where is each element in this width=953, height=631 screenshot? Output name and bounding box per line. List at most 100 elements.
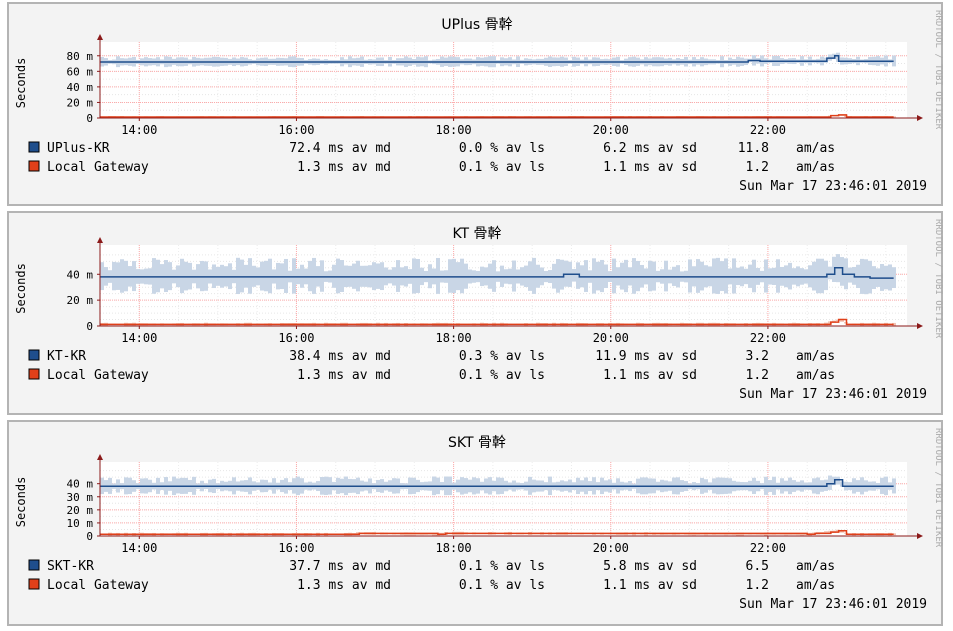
smoke-cell (828, 266, 832, 280)
smoke-cell (428, 533, 432, 535)
x-tick-label: 14:00 (121, 541, 157, 555)
smoke-cell (696, 259, 700, 293)
plot-area (100, 42, 907, 118)
legend-sd: 5.8 ms av sd (603, 559, 697, 574)
smoke-cell (652, 261, 656, 291)
smoke-cell (784, 533, 788, 536)
x-tick-label: 22:00 (750, 123, 786, 137)
rrdtool-watermark: RRDTOOL / TOBI OETIKER (933, 428, 943, 548)
y-tick-label: 0 (86, 320, 93, 333)
chart-title: SKT 骨幹 (448, 434, 506, 451)
legend-unit: am/as (796, 160, 835, 175)
smoke-cell (560, 259, 564, 290)
y-tick-label: 20 m (67, 294, 94, 307)
x-tick-label: 22:00 (750, 331, 786, 345)
rrdtool-watermark: RRDTOOL / TOBI OETIKER (933, 10, 943, 130)
legend-swatch (28, 160, 40, 172)
x-tick-label: 16:00 (278, 123, 314, 137)
smoke-cell (824, 531, 828, 534)
smoke-cell (712, 258, 716, 294)
smoke-cell (720, 261, 724, 292)
legend-name: UPlus-KR (47, 141, 110, 156)
smoke-cell (820, 258, 824, 294)
legend-swatch (28, 368, 40, 380)
legend-name: Local Gateway (47, 160, 149, 175)
smoke-cell (612, 258, 616, 294)
x-tick-label: 16:00 (278, 541, 314, 555)
y-tick-label: 40 m (67, 478, 94, 491)
legend-avg: 37.7 ms av md (289, 559, 391, 574)
smoke-cell (776, 259, 780, 293)
chart-title: KT 骨幹 (452, 225, 501, 242)
y-axis-label: Seconds (14, 58, 28, 109)
smoke-cell (268, 258, 272, 294)
smoke-cell (632, 258, 636, 294)
smoke-cell (828, 115, 832, 117)
timestamp: Sun Mar 17 23:46:01 2019 (739, 387, 927, 402)
legend-loss: 0.3 % av ls (459, 349, 545, 364)
smoke-cell (572, 269, 576, 282)
smoke-cell (824, 479, 828, 491)
smoke-cell (180, 258, 184, 294)
smoke-cell (752, 533, 756, 535)
legend-swatch (28, 559, 40, 571)
legend-amas: 11.8 (738, 141, 769, 156)
plot-area (100, 462, 907, 536)
smoke-cell (184, 261, 188, 291)
smoke-cell (776, 533, 780, 535)
smoke-cell (768, 533, 772, 535)
smoke-cell (528, 261, 532, 291)
smoke-cell (664, 260, 668, 292)
y-tick-label: 40 m (67, 81, 94, 94)
y-tick-label: 0 (86, 112, 93, 125)
smoke-cell (772, 533, 776, 535)
legend-amas: 1.2 (746, 368, 769, 383)
x-tick-label: 20:00 (593, 541, 629, 555)
chart-panel-kt: 0 20 m 40 m 14:00 16:00 18:00 20:00 22:00 KT 骨幹 S… (7, 211, 943, 415)
y-tick-label: 20 m (67, 504, 94, 517)
smoke-cell (828, 530, 832, 534)
x-tick-label: 22:00 (750, 541, 786, 555)
smoke-cell (892, 116, 896, 118)
smoke-cell (648, 260, 652, 292)
smoke-cell (556, 259, 560, 293)
y-tick-label: 80 m (67, 50, 94, 63)
legend-amas: 3.2 (746, 349, 769, 364)
legend-amas: 6.5 (746, 559, 769, 574)
legend-amas: 1.2 (746, 160, 769, 175)
chart-skt: 010 m20 m30 m40 m 14:00 16:00 18:00 20:00 22:… (14, 428, 943, 612)
smoke-cell (452, 258, 456, 294)
smoke-cell (584, 260, 588, 292)
y-axis-arrow (97, 34, 103, 40)
legend-sd: 11.9 ms av sd (595, 349, 697, 364)
smoke-cell (788, 533, 792, 535)
legend-name: Local Gateway (47, 578, 149, 593)
smoke-cell (636, 260, 640, 292)
smoke-cell (356, 260, 360, 292)
legend-unit: am/as (796, 368, 835, 383)
smoke-cell (756, 533, 760, 535)
y-tick-label: 60 m (67, 65, 94, 78)
smoke-cell (828, 321, 832, 325)
smoke-cell (236, 257, 240, 295)
series-line-gateway (100, 318, 894, 326)
legend-sd: 1.1 ms av sd (603, 160, 697, 175)
series-line-main (100, 55, 894, 63)
x-tick-label: 20:00 (593, 123, 629, 137)
smoke-cell (592, 258, 596, 294)
chart-panel-uplus: 0 20 m 40 m 60 m 80 m 14:00 16:00 18:00 20:00 22:… (7, 2, 943, 206)
smoke-cell (200, 260, 204, 292)
legend-name: KT-KR (47, 349, 86, 364)
smoke-cell (724, 258, 728, 294)
y-tick-label: 0 (86, 530, 93, 543)
legend-avg: 72.4 ms av md (289, 141, 391, 156)
y-tick-label: 10 m (67, 517, 94, 530)
smoke-cell (436, 257, 440, 294)
smoke-cell (320, 260, 324, 292)
smoke-cell (132, 261, 136, 292)
smoke-cell (416, 259, 420, 293)
legend-loss: 0.1 % av ls (459, 578, 545, 593)
smoke-cell (892, 322, 896, 326)
legend-unit: am/as (796, 559, 835, 574)
x-tick-label: 14:00 (121, 331, 157, 345)
